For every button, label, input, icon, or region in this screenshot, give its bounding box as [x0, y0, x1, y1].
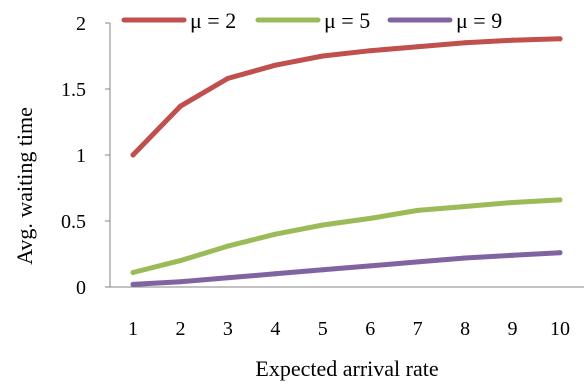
x-tick-label: 9 [508, 318, 518, 340]
legend: μ = 2 μ = 5 μ = 9 [121, 8, 502, 33]
data-point [272, 271, 278, 277]
series-line-3 [130, 250, 563, 287]
data-point [130, 152, 136, 158]
data-point [557, 197, 563, 203]
data-point [320, 267, 326, 273]
y-tick-label: 1.5 [61, 79, 86, 101]
y-tick-label: 2 [76, 13, 86, 35]
x-tick-label: 7 [413, 318, 423, 340]
series-line-1 [130, 36, 563, 158]
data-point [510, 252, 516, 258]
data-point [367, 263, 373, 269]
legend-label: μ = 9 [456, 8, 502, 33]
data-point [225, 243, 231, 249]
data-point [415, 44, 421, 50]
legend-label: μ = 2 [190, 8, 236, 33]
x-tick-label: 2 [175, 318, 185, 340]
x-tick-label: 8 [460, 318, 470, 340]
data-point [557, 36, 563, 42]
data-point [177, 103, 183, 109]
y-tick-label: 0.5 [61, 211, 86, 233]
y-tick-label: 0 [76, 277, 86, 299]
x-tick-label: 1 [128, 318, 138, 340]
series-line-2 [130, 197, 563, 275]
data-point [510, 200, 516, 206]
data-point [557, 250, 563, 256]
data-point [462, 255, 468, 261]
data-point [130, 281, 136, 287]
plot-area: 0 0.5 1 1.5 2 1 2 3 4 5 6 7 8 9 10 [61, 13, 584, 340]
y-tick-label: 1 [76, 145, 86, 167]
data-point [367, 48, 373, 54]
data-point [272, 62, 278, 68]
data-point [462, 40, 468, 46]
data-point [320, 222, 326, 228]
data-point [462, 203, 468, 209]
data-point [272, 231, 278, 237]
x-tick-label: 6 [365, 318, 375, 340]
x-tick-label: 4 [270, 318, 280, 340]
y-axis-label: Avg. waiting time [12, 107, 37, 265]
data-point [225, 75, 231, 81]
x-tick-label: 3 [223, 318, 233, 340]
data-point [177, 279, 183, 285]
data-point [415, 207, 421, 213]
data-point [177, 258, 183, 264]
x-axis-label: Expected arrival rate [255, 356, 438, 381]
data-point [510, 37, 516, 43]
data-point [415, 259, 421, 265]
x-tick-label: 10 [550, 318, 570, 340]
legend-label: μ = 5 [324, 8, 370, 33]
data-point [320, 53, 326, 59]
data-point [367, 215, 373, 221]
x-tick-label: 5 [318, 318, 328, 340]
data-point [130, 269, 136, 275]
data-point [225, 275, 231, 281]
